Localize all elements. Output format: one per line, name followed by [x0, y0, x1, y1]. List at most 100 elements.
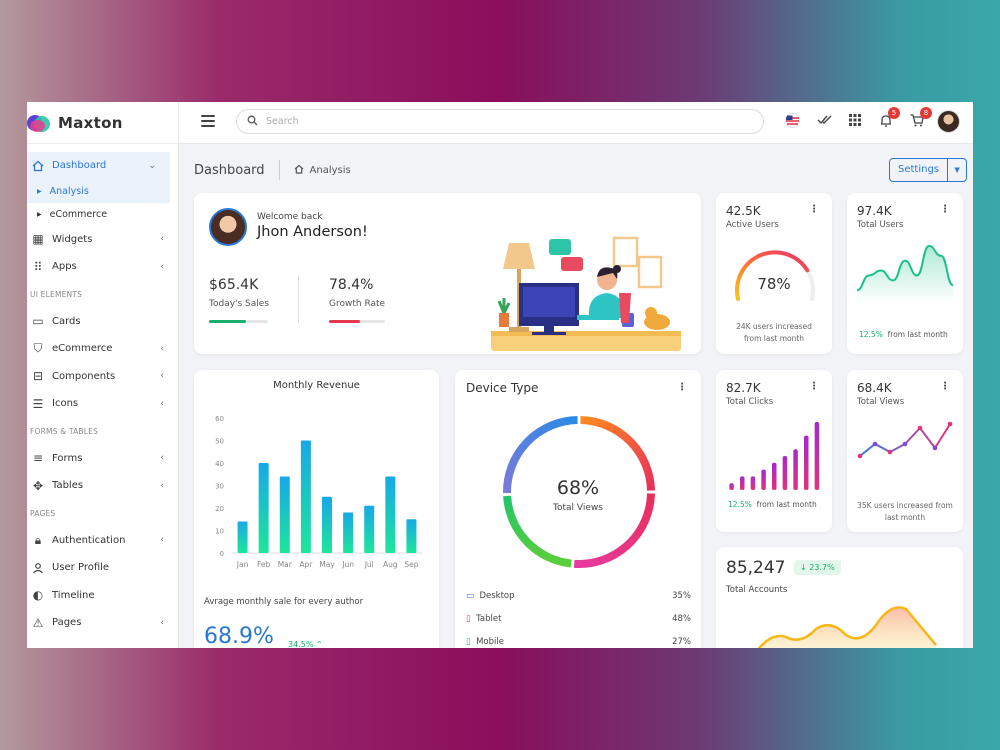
views-line-chart: [857, 421, 953, 459]
x-tick-label: Mar: [278, 560, 293, 569]
bar: [772, 462, 777, 490]
data-point: [887, 449, 893, 455]
donut-slice-mobile: [503, 495, 572, 568]
chevron-left-icon: ‹: [160, 398, 164, 409]
logo-icon: [27, 113, 51, 133]
change-value: 12.5%: [859, 330, 883, 339]
sidebar-item-timeline[interactable]: ◐ Timeline: [27, 582, 178, 610]
bar: [804, 435, 809, 490]
avatar[interactable]: [937, 110, 960, 133]
x-tick-label: Apr: [299, 560, 313, 569]
sidebar-item-label: Tables: [52, 480, 84, 492]
chevron-left-icon: ‹: [160, 261, 164, 272]
apps-grid-icon[interactable]: [849, 114, 861, 129]
donut-center-label: Total Views: [553, 503, 603, 513]
stat-label: Total Clicks: [726, 397, 774, 407]
x-tick-label: Feb: [257, 560, 271, 569]
settings-label: Settings: [890, 159, 949, 181]
x-tick-label: May: [319, 560, 335, 569]
users-area-chart: [856, 244, 954, 303]
more-options-icon[interactable]: ⋮: [809, 381, 819, 392]
sales-value: $65.4K: [209, 277, 259, 293]
growth-label: Growth Rate: [329, 299, 386, 309]
bar: [406, 519, 417, 553]
bell-icon[interactable]: 5: [880, 107, 900, 130]
sidebar-item-widgets[interactable]: ▦ Widgets ‹: [27, 226, 178, 254]
sales-progress-fill: [209, 320, 246, 323]
gauge-value: 78%: [757, 275, 791, 293]
stat-note: 24K users increased from last month: [736, 322, 812, 343]
data-point: [932, 445, 938, 451]
sidebar-item-ecommerce[interactable]: ⛉ eCommerce ‹: [27, 335, 178, 363]
change-badge: ↓ 23.7%: [794, 560, 841, 575]
stat-value: 42.5K: [726, 204, 761, 218]
sidebar-item-user-profile[interactable]: User Profile: [27, 554, 178, 582]
double-check-icon[interactable]: [817, 114, 833, 129]
sidebar-item-cards[interactable]: ▭ Cards: [27, 308, 178, 336]
mobile-icon: ▯: [466, 637, 471, 647]
donut-center-value: 68%: [556, 477, 600, 499]
device-name: Desktop: [479, 591, 515, 601]
welcome-name: Jhon Anderson!: [257, 224, 368, 240]
gift-icon: ⊟: [32, 369, 44, 384]
stat-footer: 12.5% from last month: [859, 330, 948, 339]
gauge-chart: [735, 250, 815, 301]
sidebar-item-pages[interactable]: ⚠︎ Pages ‹: [27, 609, 178, 637]
home-icon: [31, 159, 45, 173]
bar: [750, 476, 756, 490]
cards-icon: ▭: [32, 314, 44, 329]
us-flag-icon[interactable]: [785, 113, 800, 131]
widgets-icon: ▦: [32, 232, 44, 247]
bar: [761, 469, 766, 490]
stat-label: Active Users: [726, 220, 779, 230]
sidebar-subitem-ecommerce[interactable]: ▶ eCommerce: [27, 203, 170, 226]
sidebar-item-icons[interactable]: ☰ Icons ‹: [27, 390, 178, 418]
sidebar-subitem-analysis[interactable]: ▶ Analysis: [27, 179, 170, 203]
x-tick-label: Sep: [404, 560, 418, 569]
sidebar-item-components[interactable]: ⊟ Components ‹: [27, 363, 178, 391]
chevron-left-icon: ‹: [160, 371, 164, 382]
sales-label: Today's Sales: [209, 299, 270, 309]
search-input[interactable]: Search: [236, 109, 764, 134]
chevron-left-icon: ‹: [160, 535, 164, 546]
sidebar-item-label: eCommerce: [52, 343, 113, 355]
caret-down-icon[interactable]: ▼: [954, 166, 960, 174]
brand-name: Maxton: [58, 113, 123, 132]
cart-icon[interactable]: 8: [910, 107, 932, 130]
big-value: 68.9%: [204, 624, 274, 648]
more-options-icon[interactable]: ⋮: [940, 381, 950, 392]
more-options-icon[interactable]: ⋮: [940, 204, 950, 215]
stat-value: 97.4K: [857, 204, 892, 218]
chart-caption: Avrage monthly sale for every author: [204, 597, 364, 607]
warning-icon: ⚠︎: [32, 615, 44, 630]
sidebar-item-authentication[interactable]: 🔒︎ Authentication ‹: [27, 527, 178, 555]
brand[interactable]: Maxton: [27, 102, 178, 144]
x-tick-label: Aug: [383, 560, 398, 569]
device-name: Mobile: [476, 637, 504, 647]
growth-progress: [329, 320, 385, 323]
sidebar-item-tables[interactable]: ✥ Tables ‹: [27, 472, 178, 500]
growth-progress-fill: [329, 320, 360, 323]
home-icon[interactable]: [294, 163, 304, 178]
stat-note: 35K users increased from last month: [857, 501, 953, 522]
bar: [364, 505, 375, 553]
sidebar: Maxton Dashboard ⌄ ▶ Analysis ▶ eCommerc…: [27, 102, 179, 648]
y-tick-label: 0: [220, 550, 224, 558]
chevron-left-icon: ‹: [160, 234, 164, 245]
sidebar-item-forms[interactable]: ≡ Forms ‹: [27, 445, 178, 473]
sidebar-item-label: Forms: [52, 452, 83, 464]
change-value: 12.5%: [728, 500, 752, 509]
device-value: 27%: [672, 637, 691, 647]
sidebar-item-dashboard[interactable]: Dashboard ⌄: [27, 152, 170, 180]
more-options-icon[interactable]: ⋮: [677, 382, 687, 393]
menu-icon[interactable]: [201, 115, 215, 127]
settings-button[interactable]: Settings ▼: [889, 158, 968, 182]
growth-value: 78.4%: [329, 277, 374, 293]
sidebar-item-apps[interactable]: ⠿ Apps ‹: [27, 253, 178, 281]
more-options-icon[interactable]: ⋮: [809, 204, 819, 215]
welcome-card: Welcome back Jhon Anderson! $65.4K Today…: [194, 193, 701, 354]
breadcrumb-item[interactable]: Analysis: [309, 164, 351, 176]
breadcrumb: Dashboard Analysis: [194, 160, 351, 180]
welcome-greeting: Welcome back: [257, 212, 323, 222]
divider: [298, 275, 299, 323]
